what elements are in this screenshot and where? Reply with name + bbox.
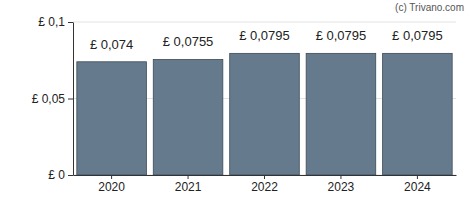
y-tick: £ 0,1 bbox=[38, 15, 73, 29]
y-tick-mark bbox=[68, 175, 73, 176]
data-label: £ 0,0795 bbox=[392, 28, 443, 43]
x-tick: 2021 bbox=[175, 175, 202, 194]
x-axis: 2020 2021 2022 2023 2024 bbox=[74, 175, 457, 194]
y-tick-mark bbox=[68, 99, 73, 100]
x-tick: 2024 bbox=[404, 175, 431, 194]
y-tick-label: £ 0,1 bbox=[38, 15, 65, 29]
data-label: £ 0,074 bbox=[90, 37, 133, 52]
x-tick-mark bbox=[417, 175, 418, 179]
y-tick-label: £ 0 bbox=[48, 168, 65, 182]
bar bbox=[77, 62, 147, 175]
x-tick-label: 2022 bbox=[251, 180, 278, 194]
bar bbox=[306, 53, 376, 175]
x-tick-label: 2020 bbox=[98, 180, 125, 194]
data-label: £ 0,0795 bbox=[316, 28, 367, 43]
y-tick-mark bbox=[68, 22, 73, 23]
data-labels: £ 0,074 £ 0,0755 £ 0,0795 £ 0,0795 £ 0,0795 bbox=[90, 28, 443, 51]
chart: £ 0,074£ 0,0755£ 0,0795£ 0,0795£ 0,0795£… bbox=[0, 0, 470, 200]
x-tick-label: 2021 bbox=[175, 180, 202, 194]
x-tick-mark bbox=[188, 175, 189, 179]
y-tick: £ 0 bbox=[48, 168, 73, 182]
bar bbox=[153, 59, 223, 175]
bar bbox=[383, 53, 453, 175]
x-tick-label: 2024 bbox=[404, 180, 431, 194]
bar bbox=[230, 53, 300, 175]
x-tick-mark bbox=[264, 175, 265, 179]
grid-line bbox=[73, 22, 456, 23]
data-label: £ 0,0795 bbox=[239, 28, 290, 43]
y-tick: £ 0,05 bbox=[32, 92, 73, 106]
x-tick: 2023 bbox=[328, 175, 355, 194]
x-tick-label: 2023 bbox=[328, 180, 355, 194]
bars bbox=[77, 53, 452, 175]
y-tick-label: £ 0,05 bbox=[32, 92, 66, 106]
data-label: £ 0,0755 bbox=[163, 34, 214, 49]
x-tick-mark bbox=[340, 175, 341, 179]
x-tick: 2022 bbox=[251, 175, 278, 194]
y-axis-line bbox=[73, 23, 74, 176]
y-axis: £ 0 £ 0,05 £ 0,1 bbox=[32, 15, 74, 182]
x-tick-mark bbox=[111, 175, 112, 179]
annotation: (c) Trivano.com bbox=[395, 2, 464, 13]
grid bbox=[73, 22, 456, 175]
x-tick: 2020 bbox=[98, 175, 125, 194]
